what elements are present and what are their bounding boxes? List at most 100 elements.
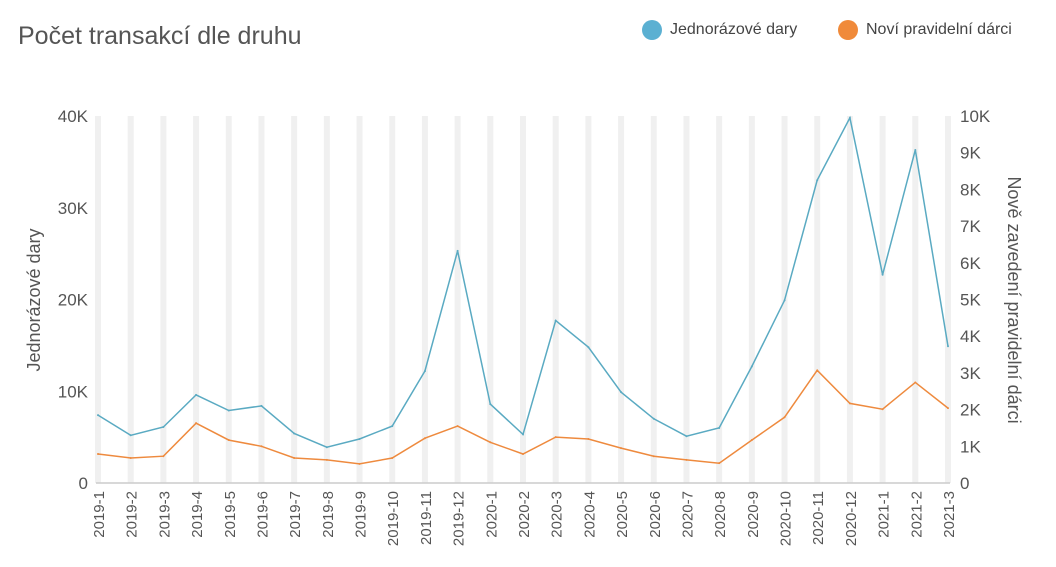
data-point-0 xyxy=(358,437,361,440)
y-left-tick-label: 10K xyxy=(58,382,89,401)
data-point-0 xyxy=(816,179,819,182)
gridline xyxy=(618,116,625,483)
x-tick-label: 2020-6 xyxy=(647,491,664,538)
y-right-tick-label: 10K xyxy=(960,107,991,126)
x-tick-label: 2020-3 xyxy=(549,491,566,538)
gridline xyxy=(95,116,101,483)
gridline xyxy=(127,116,134,483)
data-point-1 xyxy=(227,439,230,442)
y-left-tick-label: 40K xyxy=(58,107,89,126)
data-point-1 xyxy=(816,369,819,372)
gridline xyxy=(585,116,592,483)
data-point-1 xyxy=(97,453,99,456)
chart-title: Počet transakcí dle druhu xyxy=(18,22,302,50)
y-right-tick-label: 8K xyxy=(960,180,981,199)
data-point-0 xyxy=(881,273,884,276)
gridline xyxy=(716,116,723,483)
gridline xyxy=(356,116,363,483)
data-point-0 xyxy=(391,425,394,428)
x-tick-label: 2021-3 xyxy=(941,491,958,538)
gridline xyxy=(912,116,919,483)
data-point-0 xyxy=(848,116,851,119)
y-left-tick-label: 0 xyxy=(79,474,88,493)
x-tick-label: 2021-1 xyxy=(876,491,893,538)
gridline xyxy=(945,116,951,483)
gridline xyxy=(846,116,853,483)
data-point-1 xyxy=(620,447,623,450)
data-point-0 xyxy=(162,426,165,429)
y-right-tick-label: 7K xyxy=(960,217,981,236)
data-point-1 xyxy=(718,462,721,465)
legend-item-new-regular[interactable]: Noví pravidelní dárci xyxy=(838,20,1012,40)
gridline xyxy=(291,116,298,483)
data-point-0 xyxy=(325,446,328,449)
legend-marker-new-regular xyxy=(838,20,858,40)
x-tick-label: 2019-4 xyxy=(189,491,206,538)
gridline xyxy=(193,116,200,483)
x-tick-label: 2019-11 xyxy=(418,491,435,545)
x-tick-label: 2019-12 xyxy=(451,491,468,546)
data-point-0 xyxy=(293,432,296,435)
data-point-1 xyxy=(260,445,263,448)
x-tick-label: 2020-2 xyxy=(516,491,533,538)
gridline xyxy=(879,116,886,483)
data-point-0 xyxy=(195,393,198,396)
x-tick-label: 2020-8 xyxy=(712,491,729,538)
data-point-1 xyxy=(947,407,949,410)
x-tick-label: 2020-11 xyxy=(810,491,827,545)
gridline xyxy=(814,116,821,483)
y-right-tick-label: 9K xyxy=(960,144,981,163)
data-point-1 xyxy=(358,462,361,465)
x-tick-label: 2019-5 xyxy=(222,491,239,538)
gridline xyxy=(258,116,265,483)
data-point-0 xyxy=(587,346,590,349)
legend-item-one-time[interactable]: Jednorázové dary xyxy=(642,20,797,40)
gridline xyxy=(323,116,330,483)
x-tick-label: 2019-7 xyxy=(287,491,304,538)
data-point-1 xyxy=(325,458,328,461)
data-point-0 xyxy=(652,417,655,420)
data-point-1 xyxy=(685,458,688,461)
x-tick-label: 2019-9 xyxy=(353,491,370,538)
y-right-tick-label: 4K xyxy=(960,327,981,346)
data-point-1 xyxy=(293,457,296,460)
y-left-tick-label: 20K xyxy=(58,291,89,310)
data-point-0 xyxy=(620,391,623,394)
y-right-tick-label: 3K xyxy=(960,364,981,383)
data-point-1 xyxy=(195,422,198,425)
gridline xyxy=(552,116,559,483)
data-point-0 xyxy=(260,404,263,407)
x-tick-label: 2020-10 xyxy=(778,491,795,546)
data-point-1 xyxy=(391,457,394,460)
y-right-tick-label: 2K xyxy=(960,401,981,420)
data-point-1 xyxy=(881,408,884,411)
x-tick-label: 2020-9 xyxy=(745,491,762,538)
data-point-1 xyxy=(456,425,459,428)
y-right-tick-label: 0 xyxy=(960,474,969,493)
gridline xyxy=(650,116,657,483)
legend-label-one-time: Jednorázové dary xyxy=(670,21,798,38)
x-tick-label: 2019-8 xyxy=(320,491,337,538)
data-point-0 xyxy=(129,434,132,437)
data-point-0 xyxy=(685,435,688,438)
data-point-0 xyxy=(489,403,492,406)
data-point-0 xyxy=(914,148,917,151)
y-right-tick-label: 1K xyxy=(960,437,981,456)
data-point-1 xyxy=(783,416,786,419)
gridline xyxy=(454,116,461,483)
data-point-1 xyxy=(489,441,492,444)
x-tick-label: 2019-6 xyxy=(254,491,271,538)
data-point-1 xyxy=(522,453,524,456)
data-point-1 xyxy=(554,436,557,439)
gridline xyxy=(748,116,755,483)
data-point-0 xyxy=(783,299,786,302)
data-point-0 xyxy=(227,409,230,412)
data-point-1 xyxy=(587,437,590,440)
data-point-0 xyxy=(456,249,459,252)
data-point-1 xyxy=(423,437,426,440)
data-point-1 xyxy=(750,439,753,442)
x-tick-label: 2020-4 xyxy=(581,491,598,538)
x-tick-label: 2020-12 xyxy=(843,491,860,546)
data-point-0 xyxy=(97,414,99,417)
